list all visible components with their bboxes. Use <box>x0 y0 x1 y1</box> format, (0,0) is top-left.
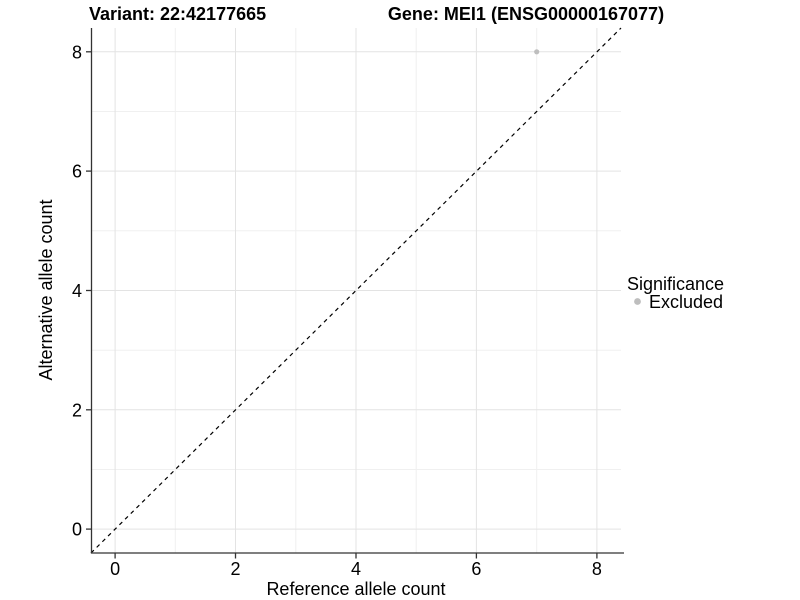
y-tick-label-8: 8 <box>72 42 82 62</box>
y-axis-ticks <box>86 51 92 530</box>
x-tick-label-6: 6 <box>471 559 481 579</box>
y-tick-label-2: 2 <box>72 400 82 420</box>
x-tick-label-8: 8 <box>592 559 602 579</box>
y-axis-title: Alternative allele count <box>36 199 56 380</box>
x-axis-title: Reference allele count <box>266 579 445 599</box>
x-axis-tick-labels: 0 2 4 6 8 <box>110 559 602 579</box>
legend-key-excluded-dot-icon <box>634 298 641 305</box>
y-tick-label-4: 4 <box>72 281 82 301</box>
data-point-excluded <box>534 49 540 55</box>
x-tick-label-4: 4 <box>351 559 361 579</box>
y-tick-label-6: 6 <box>72 162 82 182</box>
legend-title: Significance <box>627 274 724 294</box>
y-axis-tick-labels: 0 2 4 6 8 <box>72 42 82 539</box>
x-tick-label-2: 2 <box>230 559 240 579</box>
legend: Significance Excluded <box>627 274 724 312</box>
plot-title-variant: Variant: 22:42177665 <box>89 4 266 24</box>
plot-title-gene: Gene: MEI1 (ENSG00000167077) <box>388 4 664 24</box>
x-axis-ticks <box>114 553 598 559</box>
gridlines-major <box>91 28 621 553</box>
y-tick-label-0: 0 <box>72 520 82 540</box>
legend-label-excluded: Excluded <box>649 292 723 312</box>
x-tick-label-0: 0 <box>110 559 120 579</box>
